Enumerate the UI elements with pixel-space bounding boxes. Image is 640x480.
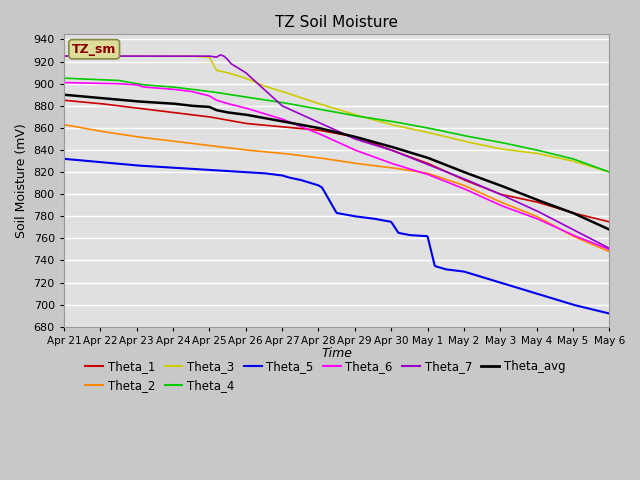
Theta_3	[377, 119, 385, 125]
Theta_4	[474, 135, 481, 141]
Theta_4	[60, 75, 68, 81]
Theta_2	[474, 189, 481, 194]
Theta_6	[605, 247, 613, 252]
Theta_1	[408, 155, 415, 160]
Theta_5	[391, 225, 399, 230]
Theta_6	[60, 80, 68, 85]
Theta_7	[531, 207, 538, 213]
Theta_1	[377, 143, 385, 149]
Theta_4	[377, 117, 385, 122]
Line: Theta_6: Theta_6	[64, 83, 609, 250]
Theta_3	[391, 122, 399, 128]
Theta_1	[93, 100, 101, 106]
Theta_2	[605, 249, 613, 254]
Theta_3	[408, 126, 415, 132]
Theta_6	[530, 215, 538, 220]
Theta_3	[530, 150, 538, 156]
Theta_avg	[408, 150, 415, 156]
Theta_7	[392, 149, 399, 155]
Theta_2	[408, 168, 415, 174]
Theta_7	[408, 156, 416, 161]
Theta_3	[474, 141, 481, 147]
Theta_2	[60, 122, 68, 128]
Theta_7	[60, 53, 68, 59]
Theta_2	[391, 166, 399, 171]
Theta_4	[391, 119, 399, 125]
Theta_6	[474, 192, 481, 198]
Theta_5	[408, 232, 415, 238]
Theta_1	[474, 182, 481, 188]
Theta_7	[474, 182, 482, 188]
Theta_1	[60, 97, 68, 103]
Theta_4	[530, 146, 538, 152]
Line: Theta_2: Theta_2	[64, 125, 609, 252]
Theta_2	[93, 128, 101, 133]
Y-axis label: Soil Moisture (mV): Soil Moisture (mV)	[15, 123, 28, 238]
Title: TZ Soil Moisture: TZ Soil Moisture	[275, 15, 398, 30]
Theta_avg	[474, 174, 481, 180]
Theta_7	[216, 52, 224, 58]
Theta_avg	[605, 227, 613, 232]
Theta_2	[530, 212, 538, 218]
Text: TZ_sm: TZ_sm	[72, 43, 116, 56]
Theta_5	[474, 273, 481, 278]
Theta_5	[93, 159, 101, 165]
Theta_3	[93, 53, 101, 59]
Theta_avg	[60, 92, 68, 97]
Theta_7	[605, 245, 613, 251]
Line: Theta_7: Theta_7	[64, 55, 609, 248]
Line: Theta_4: Theta_4	[64, 78, 609, 172]
Theta_7	[378, 144, 385, 150]
Theta_1	[605, 219, 613, 225]
Theta_6	[391, 162, 399, 168]
Legend: Theta_1, Theta_2, Theta_3, Theta_4, Theta_5, Theta_6, Theta_7, Theta_avg: Theta_1, Theta_2, Theta_3, Theta_4, Thet…	[81, 356, 570, 397]
Theta_4	[605, 169, 613, 175]
Theta_avg	[377, 141, 385, 147]
Theta_avg	[93, 95, 101, 101]
Theta_avg	[391, 145, 399, 151]
Line: Theta_1: Theta_1	[64, 100, 609, 222]
Theta_3	[605, 169, 613, 175]
Theta_5	[530, 290, 538, 296]
Theta_6	[377, 156, 385, 162]
Line: Theta_avg: Theta_avg	[64, 95, 609, 229]
Theta_4	[93, 77, 101, 83]
Theta_4	[408, 122, 415, 128]
Theta_5	[605, 311, 613, 316]
Theta_5	[60, 156, 68, 162]
Line: Theta_5: Theta_5	[64, 159, 609, 313]
Theta_2	[377, 164, 385, 169]
Theta_1	[391, 148, 399, 154]
Theta_avg	[530, 196, 538, 202]
Theta_7	[93, 53, 101, 59]
Theta_5	[377, 217, 385, 223]
Theta_6	[408, 167, 415, 172]
Theta_6	[93, 80, 101, 86]
Theta_1	[530, 198, 538, 204]
X-axis label: Time: Time	[321, 347, 352, 360]
Theta_3	[60, 53, 68, 59]
Line: Theta_3: Theta_3	[64, 56, 609, 172]
